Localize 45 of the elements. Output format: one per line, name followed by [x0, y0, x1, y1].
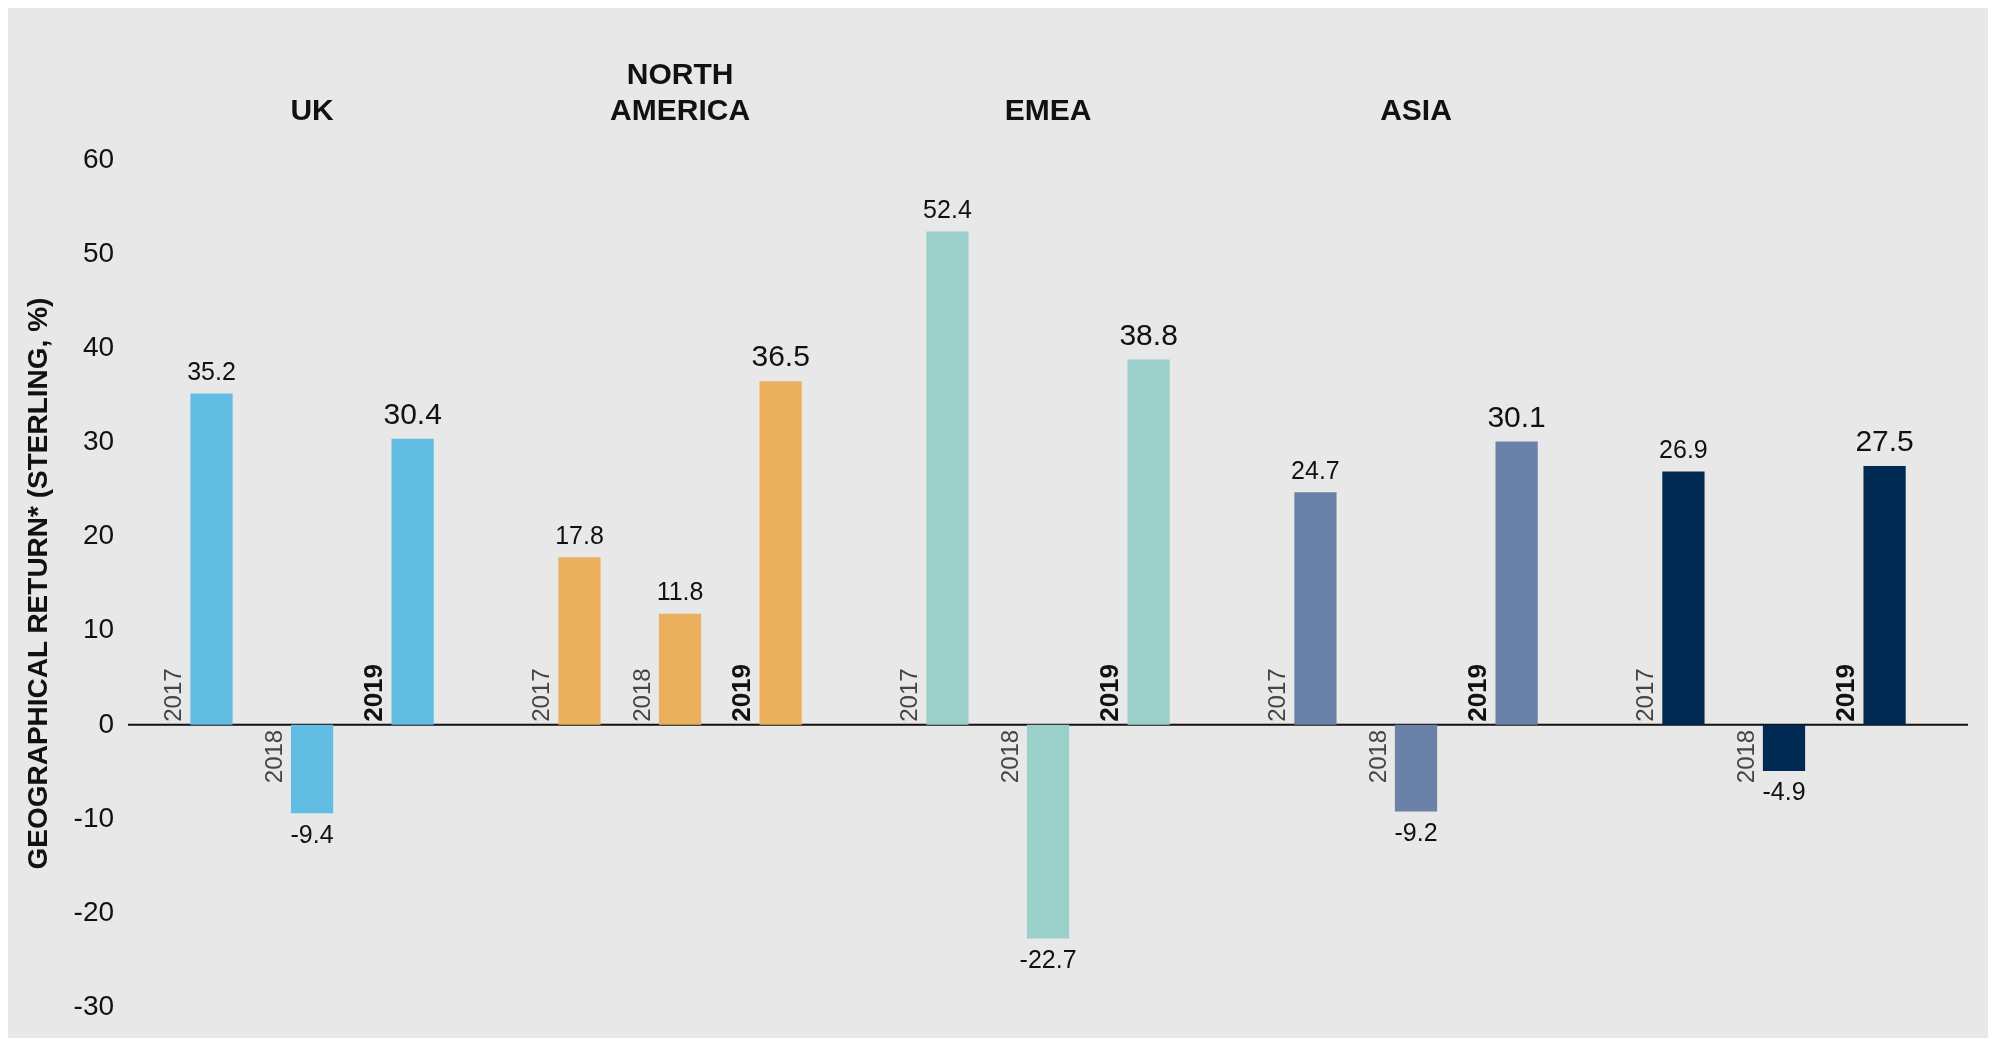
- data-label: -9.4: [290, 819, 334, 848]
- x-tick-label: EMEA: [1004, 93, 1092, 127]
- text: 2019: [725, 663, 756, 722]
- data-label: 30.1: [1487, 399, 1546, 433]
- data-label: 35.2: [187, 356, 236, 385]
- data-label: 38.8: [1119, 317, 1178, 351]
- data-label: 17.8: [555, 520, 604, 549]
- data-label: 24.7: [1291, 455, 1340, 484]
- data-label: 36.5: [751, 339, 810, 373]
- data-label: -9.2: [1394, 817, 1438, 846]
- text: 2019: [1461, 663, 1492, 722]
- text: 2017: [526, 668, 554, 722]
- text: 2018: [259, 729, 287, 784]
- y-tick-label: 20: [82, 519, 115, 551]
- text: 2019: [1829, 663, 1860, 722]
- data-label: 52.4: [923, 194, 972, 223]
- text: 2017: [1630, 668, 1658, 722]
- text: 2018: [627, 668, 655, 722]
- y-tick-label: 60: [82, 142, 115, 174]
- data-label: -4.9: [1762, 777, 1806, 806]
- text: 2019: [1093, 663, 1124, 722]
- text: 2017: [1262, 668, 1290, 722]
- y-tick-label: -10: [73, 801, 115, 833]
- y-tick-label: 0: [98, 707, 115, 739]
- text: 2017: [158, 668, 186, 722]
- x-tick-label: NORTH AMERICA: [610, 57, 751, 127]
- y-tick-label: 10: [82, 613, 115, 645]
- text: 2019: [357, 663, 388, 722]
- text: 2017: [894, 668, 922, 722]
- text: 2018: [1731, 729, 1759, 784]
- data-label: -22.7: [1019, 944, 1077, 973]
- y-axis-title: GEOGRAPHICAL RETURN* (STERLING, %): [21, 297, 53, 870]
- data-label: 26.9: [1659, 434, 1708, 463]
- data-label: 11.8: [656, 577, 704, 606]
- y-tick-label: 50: [82, 236, 115, 268]
- y-tick-label: -30: [73, 989, 115, 1021]
- data-label: 30.4: [383, 396, 442, 430]
- text: 2018: [995, 729, 1023, 784]
- x-tick-label: UK: [290, 93, 335, 127]
- y-tick-label: 30: [82, 425, 115, 457]
- data-label: 27.5: [1855, 424, 1914, 458]
- x-tick-label: ASIA: [1380, 93, 1452, 127]
- y-tick-label: 40: [82, 330, 115, 362]
- text: 2018: [1363, 729, 1391, 784]
- y-tick-label: -20: [73, 895, 115, 927]
